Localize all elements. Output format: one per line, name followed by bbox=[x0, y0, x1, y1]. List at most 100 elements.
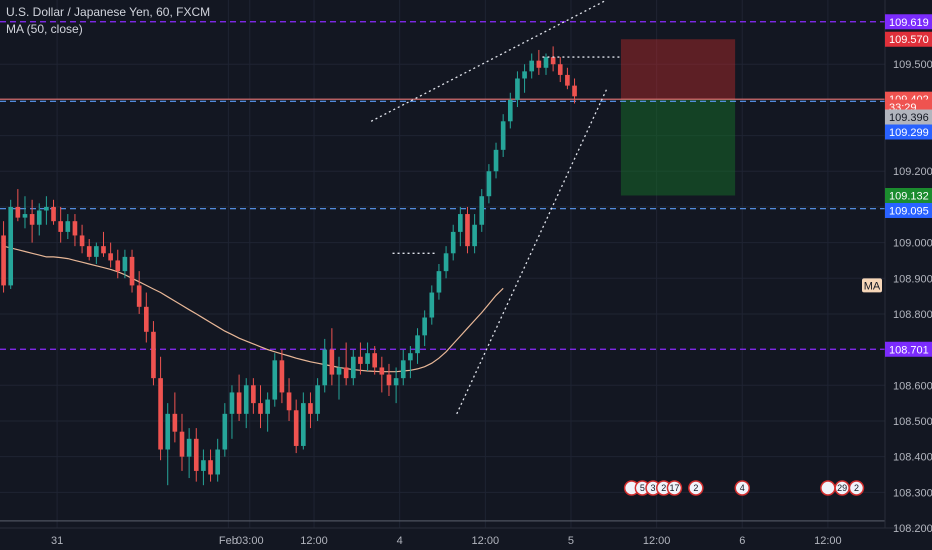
candle-body bbox=[386, 374, 392, 386]
candle-body bbox=[122, 256, 128, 272]
candle-body bbox=[329, 349, 335, 375]
candle-body bbox=[550, 57, 556, 65]
event-flag-icon[interactable] bbox=[688, 480, 704, 496]
candle-body bbox=[308, 403, 313, 414]
stop-loss-zone[interactable] bbox=[620, 39, 736, 100]
take-profit-zone[interactable] bbox=[620, 99, 736, 196]
candle-body bbox=[251, 385, 256, 404]
candle-body bbox=[179, 431, 185, 457]
price-tag-label: 109.396 bbox=[889, 112, 929, 124]
candle-body bbox=[151, 331, 156, 379]
ma-tag-label: MA bbox=[864, 280, 881, 292]
price-tag-bg bbox=[885, 124, 932, 140]
candle-body bbox=[1, 235, 6, 286]
price-tick-label: 109.000 bbox=[893, 238, 932, 250]
time-tick-label: 03:00 bbox=[236, 535, 264, 547]
candle-body bbox=[136, 285, 142, 307]
trend-line[interactable] bbox=[456, 88, 608, 415]
candle-body bbox=[201, 460, 206, 471]
candle-body bbox=[301, 403, 306, 446]
price-tag-label: 108.701 bbox=[889, 344, 929, 356]
price-tag-label: 109.570 bbox=[889, 34, 929, 46]
candle-body bbox=[372, 353, 378, 368]
candle-body bbox=[336, 367, 342, 375]
candle-body bbox=[215, 449, 221, 475]
candle-body bbox=[557, 64, 563, 75]
candle-body bbox=[79, 235, 85, 247]
candle-body bbox=[258, 403, 263, 414]
candle-body bbox=[422, 317, 427, 336]
price-tick-label: 108.600 bbox=[893, 380, 932, 392]
candle-body bbox=[365, 353, 370, 364]
candle-body bbox=[279, 360, 285, 393]
event-flag-icon[interactable] bbox=[820, 480, 836, 496]
indicator-label[interactable]: MA (50, close) bbox=[6, 22, 83, 36]
price-tick-label: 108.200 bbox=[893, 523, 932, 535]
candle-body bbox=[143, 306, 149, 332]
trend-line[interactable] bbox=[370, 0, 607, 122]
candle-body bbox=[208, 460, 213, 475]
candle-body bbox=[172, 413, 178, 432]
candle-body bbox=[51, 206, 56, 222]
candle-body bbox=[443, 253, 449, 272]
price-tag-bg bbox=[885, 341, 932, 357]
event-count: 3 bbox=[651, 483, 656, 493]
time-tick-label: 12:00 bbox=[472, 535, 500, 547]
candle-body bbox=[522, 71, 527, 79]
candle-body bbox=[86, 246, 92, 257]
price-tick-label: 108.300 bbox=[893, 487, 932, 499]
candle-body bbox=[229, 392, 235, 414]
candle-body bbox=[101, 246, 106, 254]
candle-body bbox=[243, 385, 249, 414]
candle-body bbox=[507, 99, 513, 122]
price-tag-label: 109.299 bbox=[889, 127, 929, 139]
event-flag-icon[interactable] bbox=[848, 480, 865, 496]
candle-body bbox=[222, 413, 228, 450]
candle-body bbox=[36, 210, 42, 225]
candle-body bbox=[15, 206, 21, 218]
candle-body bbox=[115, 260, 121, 272]
time-tick-label: 12:00 bbox=[814, 535, 842, 547]
candle-body bbox=[543, 57, 549, 68]
candle-body bbox=[272, 360, 278, 400]
candle-body bbox=[436, 271, 442, 293]
candle-body bbox=[193, 438, 199, 471]
price-tag-bg bbox=[885, 31, 932, 47]
candle-body bbox=[58, 221, 63, 232]
candle-body bbox=[358, 356, 363, 364]
candle-body bbox=[500, 121, 506, 150]
event-count: 2 bbox=[693, 483, 698, 493]
time-tick-label: 12:00 bbox=[300, 535, 328, 547]
price-tick-label: 108.500 bbox=[893, 416, 932, 428]
symbol-title: U.S. Dollar / Japanese Yen, 60, FXCM bbox=[6, 5, 210, 19]
price-tag-bg bbox=[885, 202, 932, 218]
candle-body bbox=[8, 206, 14, 286]
event-flag-icon[interactable] bbox=[734, 480, 751, 496]
event-flag-icon[interactable] bbox=[666, 480, 683, 496]
candle-body bbox=[465, 214, 470, 247]
candle-body bbox=[379, 367, 385, 375]
candle-body bbox=[158, 378, 163, 450]
candle-body bbox=[393, 378, 399, 386]
candle-body bbox=[293, 410, 299, 446]
time-tick-label: 6 bbox=[739, 535, 745, 547]
candle-body bbox=[29, 214, 35, 225]
candle-body bbox=[479, 196, 485, 225]
ma-tag-bg bbox=[862, 278, 882, 293]
price-tick-label: 109.500 bbox=[893, 59, 932, 71]
candle-body bbox=[572, 85, 577, 97]
event-count: 5 bbox=[640, 483, 645, 493]
price-tag-bg bbox=[885, 109, 932, 125]
candle-body bbox=[186, 438, 192, 457]
candle-body bbox=[165, 413, 171, 450]
price-tag-bg bbox=[885, 188, 932, 204]
price-tick-label: 108.800 bbox=[893, 309, 932, 321]
candle-body bbox=[565, 74, 570, 86]
candle-body bbox=[286, 392, 292, 411]
candle-body bbox=[536, 60, 542, 68]
candle-body bbox=[94, 246, 99, 257]
time-tick-label: Feb bbox=[219, 535, 238, 547]
moving-average-line bbox=[3, 245, 504, 373]
price-tick-label: 108.900 bbox=[893, 273, 932, 285]
